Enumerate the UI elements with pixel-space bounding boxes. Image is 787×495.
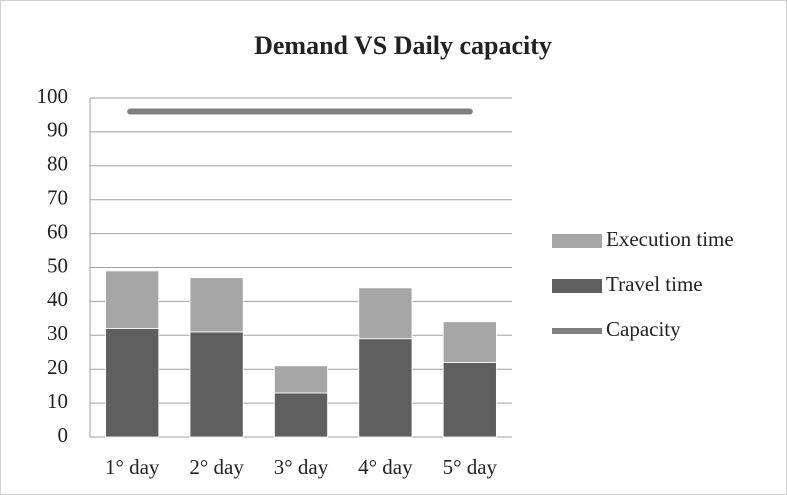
bar-segment	[442, 321, 497, 363]
bar-segment	[274, 392, 328, 438]
x-tick-label: 3° day	[274, 455, 329, 479]
x-tick-label: 1° day	[105, 455, 160, 479]
y-tick-label: 70	[47, 186, 68, 210]
x-tick-label: 4° day	[358, 455, 413, 479]
bar-segment	[358, 338, 413, 438]
y-tick-label: 30	[47, 321, 68, 345]
bar-segment	[274, 365, 328, 394]
y-tick-label: 100	[37, 84, 69, 108]
y-tick-label: 0	[58, 423, 69, 447]
legend-swatch	[552, 279, 602, 293]
bar-segment	[105, 270, 160, 329]
y-tick-label: 60	[47, 219, 68, 243]
y-tick-label: 80	[47, 152, 68, 176]
legend-swatch	[552, 234, 602, 248]
bar-segment	[442, 362, 497, 438]
y-tick-label: 10	[47, 389, 68, 413]
y-tick-label: 90	[47, 118, 68, 142]
y-tick-label: 40	[47, 287, 68, 311]
chart-title: Demand VS Daily capacity	[254, 31, 552, 60]
legend-label: Execution time	[606, 227, 734, 251]
x-tick-label: 2° day	[189, 455, 244, 479]
legend-label: Travel time	[606, 272, 703, 296]
y-tick-label: 20	[47, 355, 68, 379]
bar-segment	[105, 328, 160, 438]
y-tick-label: 50	[47, 253, 68, 277]
bar-segment	[189, 331, 244, 438]
bar-segment	[358, 287, 413, 340]
legend-label: Capacity	[606, 317, 681, 341]
bar-segment	[189, 277, 244, 333]
x-tick-label: 5° day	[443, 455, 498, 479]
